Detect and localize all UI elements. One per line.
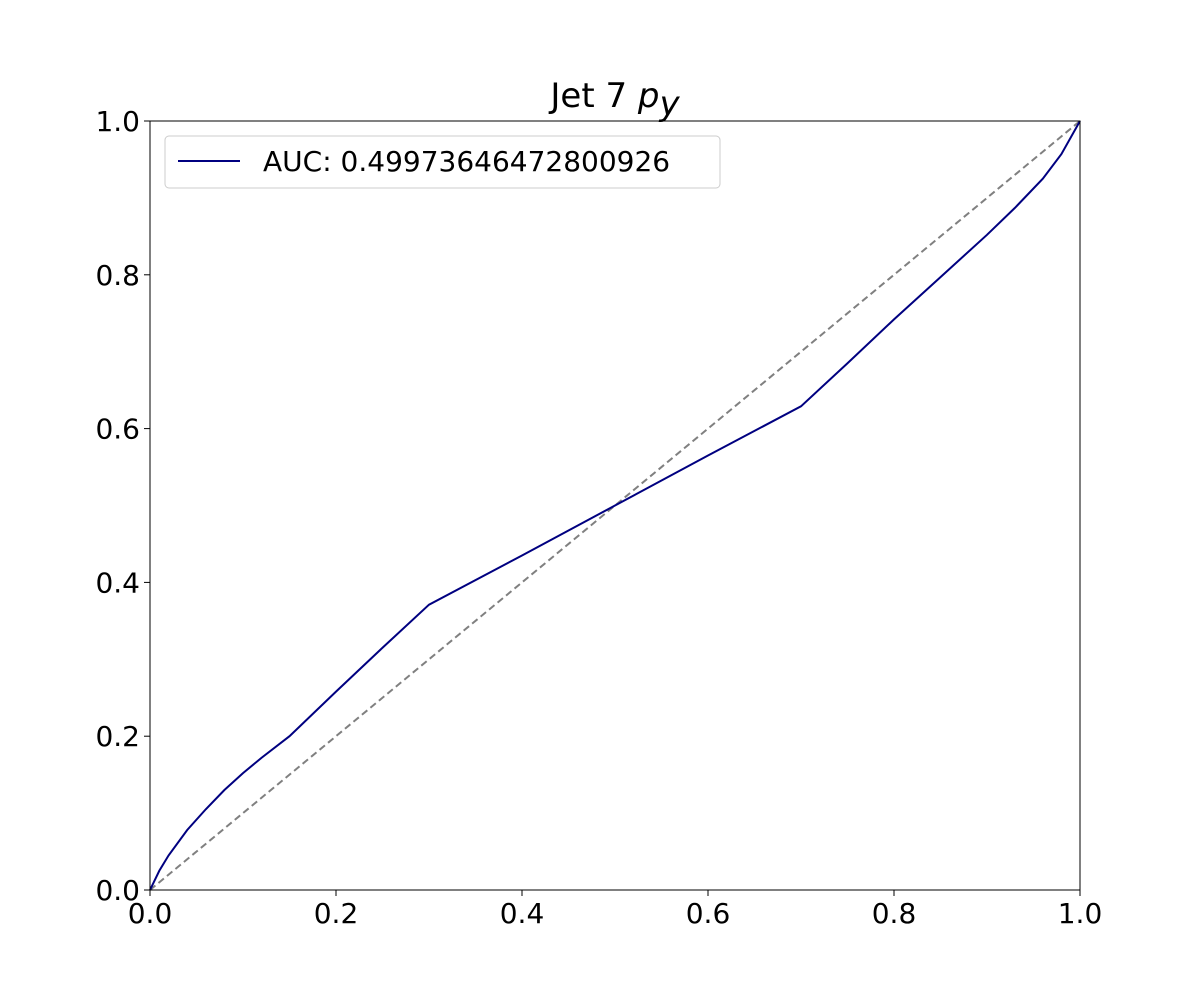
x-tick-label: 1.0	[1058, 897, 1103, 930]
plot-frame	[149, 120, 1081, 891]
legend-label: AUC: 0.49973646472800926	[263, 145, 670, 178]
x-tick-label: 0.2	[314, 897, 359, 930]
roc-curve-line	[149, 120, 1081, 891]
title-symbol: p	[637, 76, 660, 116]
y-tick-label: 1.0	[95, 105, 140, 138]
y-tick-label: 0.8	[95, 259, 140, 292]
legend-box	[164, 135, 721, 189]
legend: AUC: 0.49973646472800926	[164, 135, 721, 189]
x-axis: 0.0 0.2 0.4 0.6 0.8 1.0	[128, 890, 1103, 930]
y-tick-label: 0.2	[95, 720, 140, 753]
y-tick-label: 0.6	[95, 413, 140, 446]
title-subscript: y	[659, 84, 681, 124]
y-tick-label: 0.4	[95, 566, 140, 599]
diagonal-reference-line	[149, 120, 1081, 891]
x-tick-label: 0.6	[686, 897, 731, 930]
x-tick-label: 0.4	[500, 897, 545, 930]
plot-area	[149, 120, 1081, 891]
x-tick-label: 0.8	[872, 897, 917, 930]
x-tick-label: 0.0	[128, 897, 173, 930]
chart-title: Jet 7 py	[548, 76, 680, 124]
y-axis: 0.0 0.2 0.4 0.6 0.8 1.0	[95, 105, 150, 907]
title-prefix: Jet 7	[548, 76, 638, 116]
y-tick-label: 0.0	[95, 874, 140, 907]
